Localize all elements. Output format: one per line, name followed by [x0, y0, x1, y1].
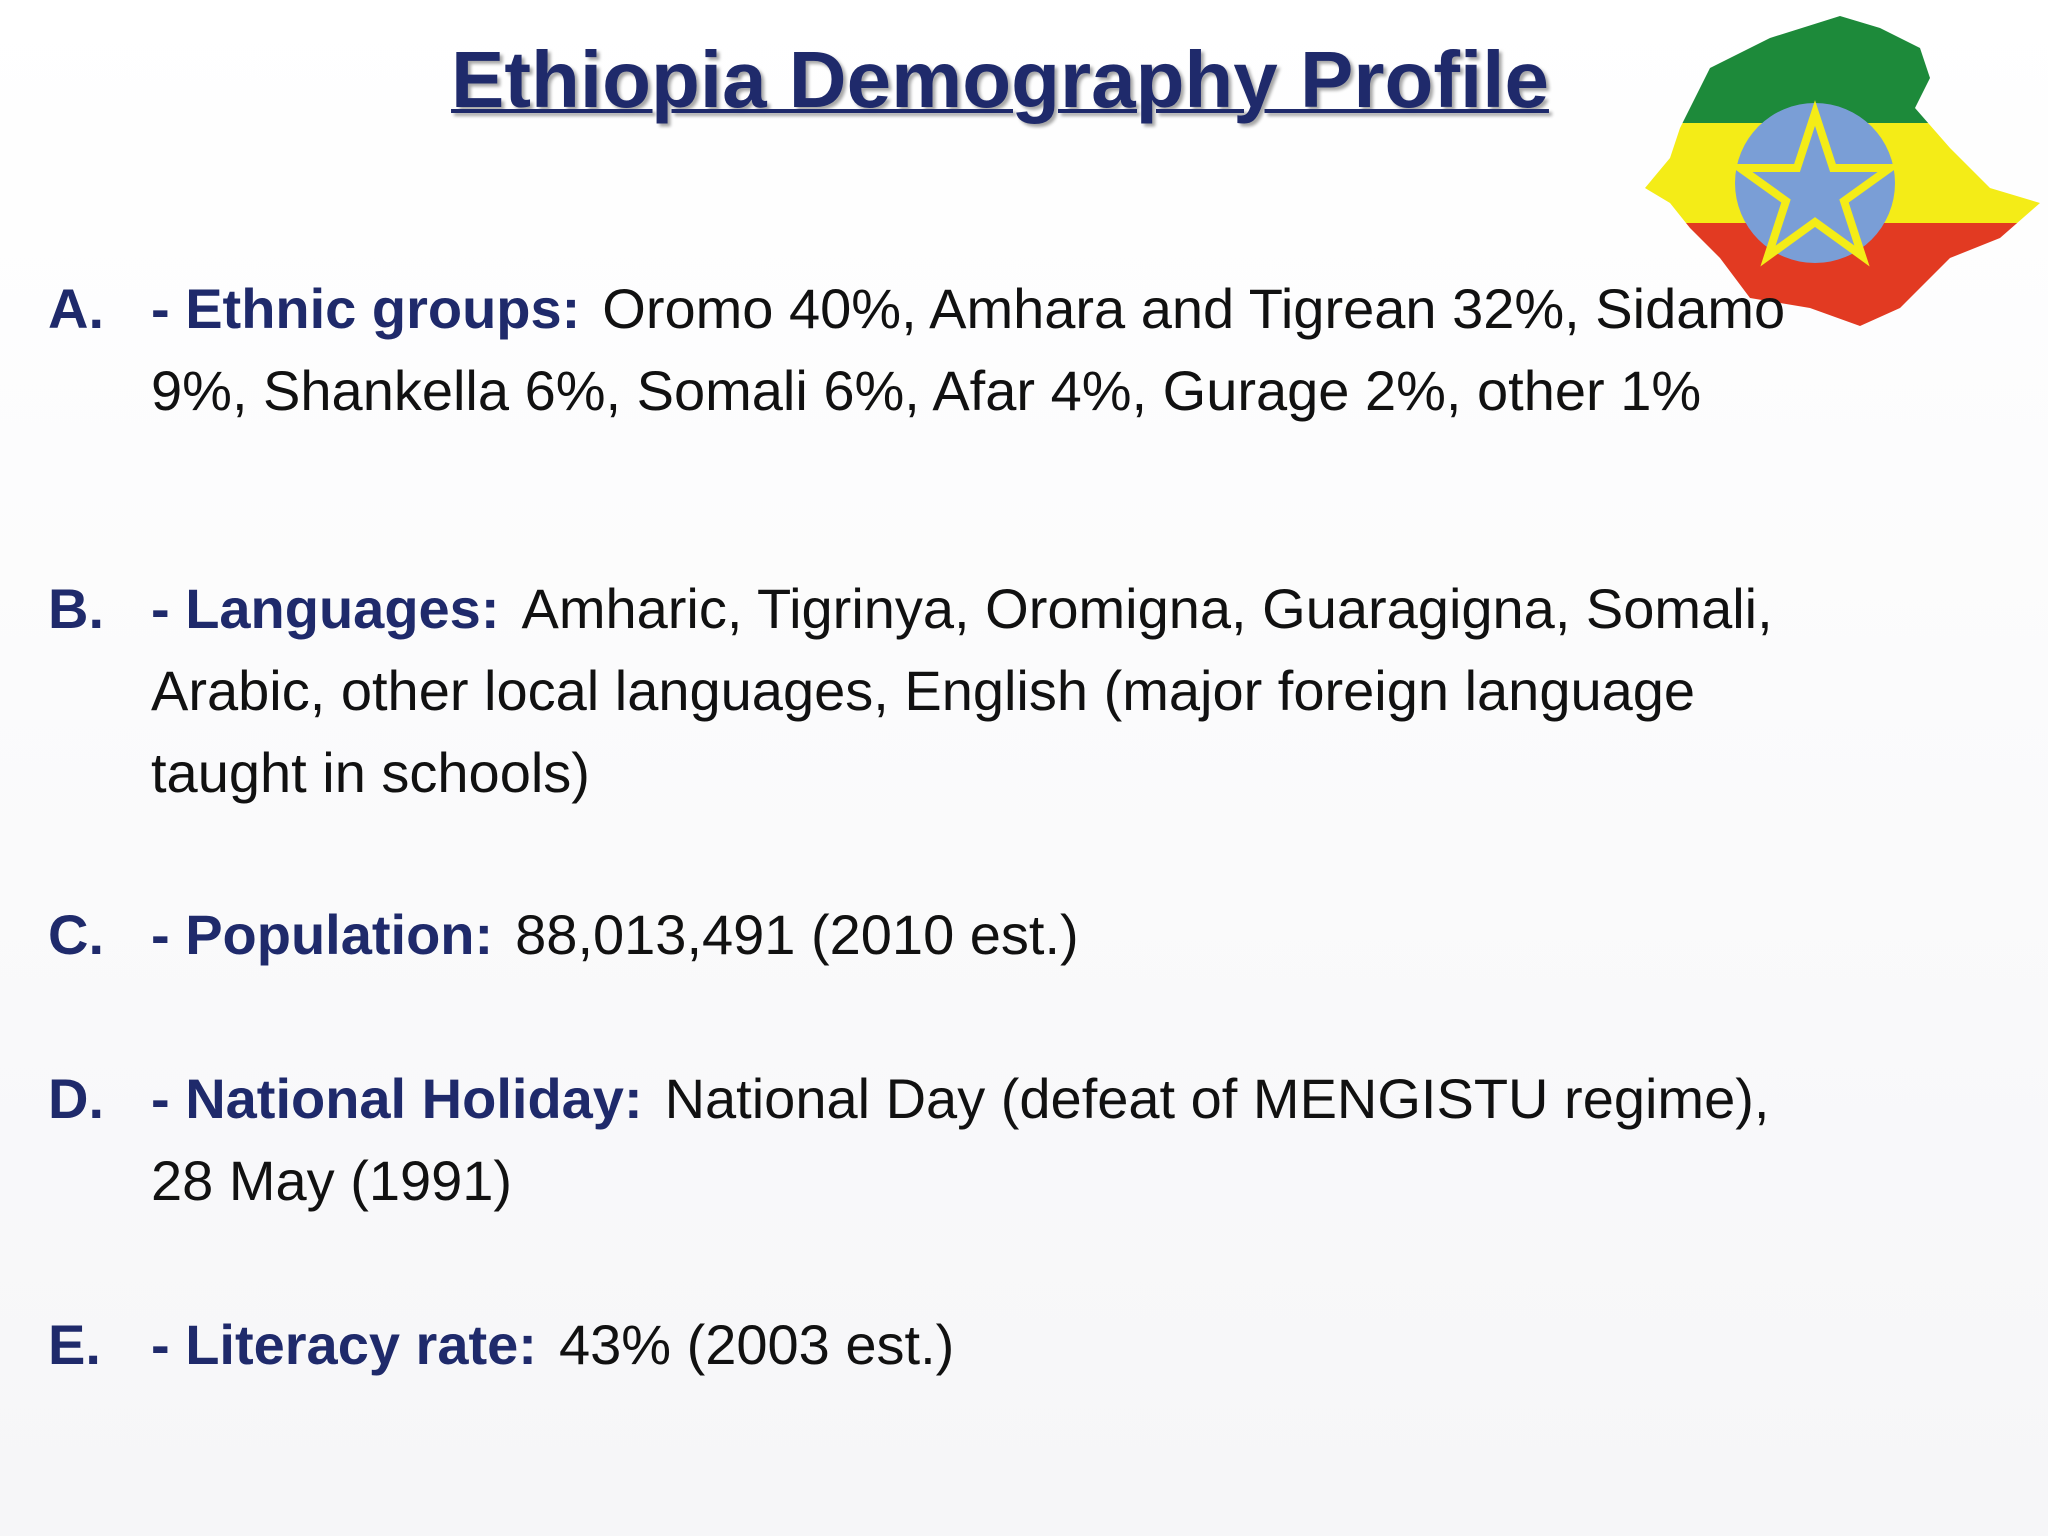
- list-item: A. - Ethnic groups: Oromo 40%, Amhara and …: [48, 268, 1828, 432]
- list-item: C. - Population: 88,013,491 (2010 est.): [48, 894, 1828, 976]
- list-item: E. - Literacy rate: 43% (2003 est.): [48, 1304, 1828, 1386]
- item-content: - National Holiday: National Day (defeat …: [151, 1058, 1828, 1222]
- item-content: - Population: 88,013,491 (2010 est.): [151, 894, 1828, 976]
- item-label: - Ethnic groups:: [151, 277, 581, 340]
- item-label: - Population:: [151, 903, 494, 966]
- list-item: D. - National Holiday: National Day (defea…: [48, 1058, 1828, 1222]
- item-content: - Literacy rate: 43% (2003 est.): [151, 1304, 1828, 1386]
- item-label: - Languages:: [151, 577, 500, 640]
- item-text: Oromo 40%, Amhara and Tigrean 32%, Sidam…: [151, 277, 1786, 422]
- item-label: - Literacy rate:: [151, 1313, 537, 1376]
- item-marker: D.: [48, 1067, 104, 1130]
- item-marker: B.: [48, 577, 104, 640]
- list-item: B. - Languages: Amharic, Tigrinya, Oromign…: [48, 568, 1828, 814]
- ethiopia-flag-map: [1645, 16, 2040, 326]
- item-text: 88,013,491 (2010 est.): [515, 903, 1079, 966]
- item-label: - National Holiday:: [151, 1067, 643, 1130]
- item-marker: E.: [48, 1313, 101, 1376]
- item-content: - Languages: Amharic, Tigrinya, Oromigna,…: [151, 568, 1828, 814]
- item-marker: C.: [48, 903, 104, 966]
- item-content: - Ethnic groups: Oromo 40%, Amhara and Ti…: [151, 268, 1828, 432]
- slide-title: Ethiopia Demography Profile: [451, 35, 1549, 124]
- item-marker: A.: [48, 277, 104, 340]
- item-text: 43% (2003 est.): [558, 1313, 955, 1376]
- item-text: National Day (defeat of MENGISTU regime)…: [151, 1067, 1770, 1212]
- item-text: Amharic, Tigrinya, Oromigna, Guaragigna,…: [151, 577, 1773, 804]
